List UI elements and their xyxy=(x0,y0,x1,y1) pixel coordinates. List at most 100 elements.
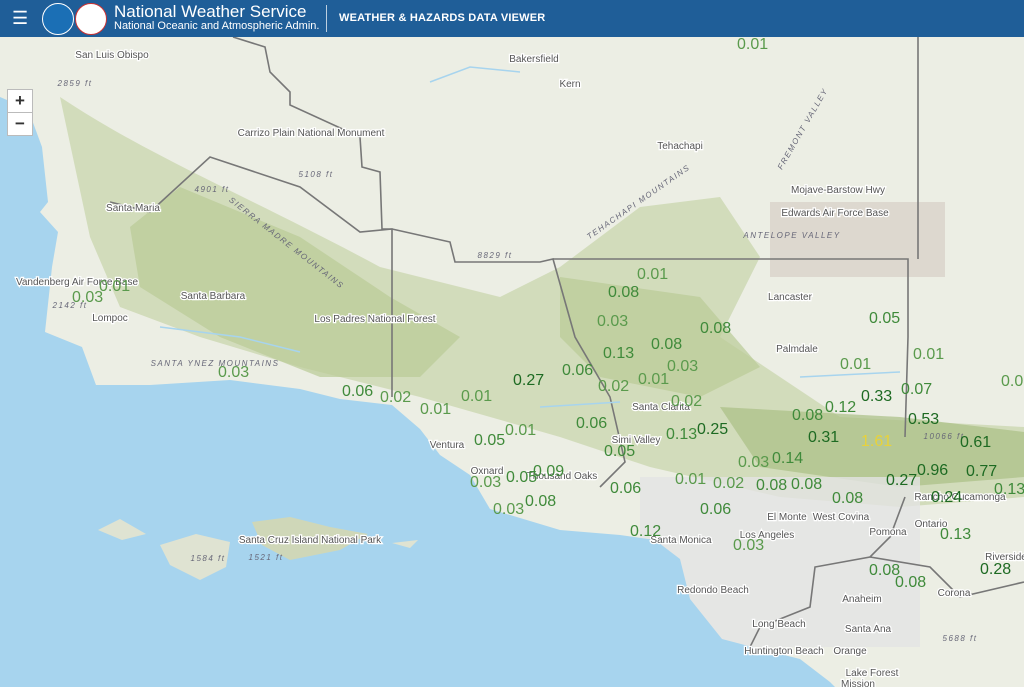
precip-label: 0.24 xyxy=(931,489,962,506)
precip-label: 0.12 xyxy=(630,523,661,540)
place-labels: Bakersfield Kern Tehachapi San Luis Obispo S… xyxy=(15,49,1024,687)
place-label: Oxnard xyxy=(471,466,504,477)
precip-label: 0.03 xyxy=(493,501,524,518)
place-label: Lancaster xyxy=(768,292,813,303)
precip-label: 0.53 xyxy=(908,411,939,428)
terrain-label: 4901 ft xyxy=(195,185,230,194)
place-label: Tehachapi xyxy=(657,141,703,152)
precip-label: 0.14 xyxy=(772,450,803,467)
terrain-label: 5108 ft xyxy=(299,170,334,179)
precip-label: 0.61 xyxy=(960,434,991,451)
precip-label: 0.01 xyxy=(638,371,669,388)
place-label: Santa Clarita xyxy=(632,402,690,413)
precip-label: 0.77 xyxy=(966,463,997,480)
precip-label: 0.08 xyxy=(791,476,822,493)
precip-label: 0.05 xyxy=(474,432,505,449)
precip-label: 0.08 xyxy=(832,490,863,507)
place-label: Lompoc xyxy=(92,313,128,324)
county-lines xyxy=(109,37,1024,648)
precip-label: 0.08 xyxy=(525,493,556,510)
zoom-in[interactable]: + xyxy=(7,89,33,113)
place-label: Ontario xyxy=(915,519,948,530)
place-label: Rancho Cucamonga xyxy=(914,492,1006,503)
precip-label: 0.13 xyxy=(603,345,634,362)
noaa-logo xyxy=(42,3,74,35)
place-label: Mission xyxy=(841,679,875,687)
precip-label: 0.03 xyxy=(470,474,501,491)
precip-label: 0.03 xyxy=(72,289,103,306)
place-label: Bakersfield xyxy=(509,54,558,65)
precip-label: 0.96 xyxy=(917,462,948,479)
terrain-label: 1584 ft xyxy=(191,554,226,563)
precip-label: 0.01 xyxy=(675,471,706,488)
terrain-label: 5688 ft xyxy=(943,634,978,643)
precip-label: 0.08 xyxy=(700,320,731,337)
terrain-label: 1521 ft xyxy=(249,553,284,562)
precip-label: 0.01 xyxy=(913,346,944,363)
place-label: Santa Monica xyxy=(650,535,712,546)
header-subtitle: National Oceanic and Atmospheric Admin. xyxy=(114,20,320,32)
precip-label: 0.07 xyxy=(901,381,932,398)
precip-label: 0.09 xyxy=(533,463,564,480)
precip-label: 0.05 xyxy=(506,469,537,486)
place-label: Santa Maria xyxy=(106,203,160,214)
zoom-out[interactable]: − xyxy=(7,112,33,136)
precip-label: 0.01 xyxy=(840,356,871,373)
precip-label: 0.27 xyxy=(513,372,544,389)
precip-label: 0.03 xyxy=(597,313,628,330)
island xyxy=(160,534,230,580)
precip-label: 0.02 xyxy=(671,393,702,410)
place-label: Kern xyxy=(559,79,580,90)
precip-label: 0.01 xyxy=(637,266,668,283)
place-label: El Monte xyxy=(767,512,807,523)
menu-button[interactable]: ☰ xyxy=(12,8,29,28)
precip-label: 0.01 xyxy=(1001,373,1024,390)
place-label: Los Angeles xyxy=(740,530,795,541)
place-label: Anaheim xyxy=(842,594,881,605)
place-label: Mojave-Barstow Hwy xyxy=(791,185,885,196)
precip-label: 0.02 xyxy=(598,378,629,395)
precip-label: 0.01 xyxy=(420,401,451,418)
place-label: Long Beach xyxy=(752,619,805,630)
place-label: Pomona xyxy=(869,527,907,538)
place-label: Corona xyxy=(938,588,971,599)
precip-label: 0.25 xyxy=(697,421,728,438)
military-base xyxy=(770,202,945,277)
place-label: Los Padres National Forest xyxy=(314,314,435,325)
precip-label: 0.01 xyxy=(461,388,492,405)
place-label: Lake Forest xyxy=(846,668,899,679)
precip-label: 0.06 xyxy=(342,383,373,400)
divider xyxy=(326,5,327,32)
place-label: San Luis Obispo xyxy=(75,50,149,61)
precip-label: 0.08 xyxy=(869,562,900,579)
place-label: Santa Barbara xyxy=(181,291,246,302)
app-name: WEATHER & HAZARDS DATA VIEWER xyxy=(339,12,546,24)
precip-label: 1.61 xyxy=(861,433,892,450)
place-label: Santa Cruz Island National Park xyxy=(239,535,382,546)
terrain xyxy=(720,407,1024,487)
header-title: National Weather Service xyxy=(114,2,307,21)
island xyxy=(252,517,368,560)
precip-label: 0.33 xyxy=(861,388,892,405)
precip-label: 0.08 xyxy=(651,336,682,353)
precip-label: 0.08 xyxy=(792,407,823,424)
terrain-label: 2142 ft xyxy=(52,301,88,310)
place-label: Palmdale xyxy=(776,344,818,355)
precip-label: 0.13 xyxy=(666,426,697,443)
island xyxy=(98,519,146,540)
place-label: Simi Valley xyxy=(612,435,661,446)
precip-label: 0.31 xyxy=(808,429,839,446)
precip-label: 0.05 xyxy=(869,310,900,327)
precip-label: 0.06 xyxy=(700,501,731,518)
place-label: Huntington Beach xyxy=(744,646,824,657)
precip-label: 0.12 xyxy=(825,399,856,416)
precip-label: 0.01 xyxy=(99,278,130,295)
place-label: Edwards Air Force Base xyxy=(781,208,889,219)
precip-label: 0.13 xyxy=(994,481,1024,498)
island xyxy=(392,540,418,548)
place-label: Thousand Oaks xyxy=(527,471,598,482)
terrain xyxy=(560,277,760,397)
precip-label: 0.02 xyxy=(713,475,744,492)
